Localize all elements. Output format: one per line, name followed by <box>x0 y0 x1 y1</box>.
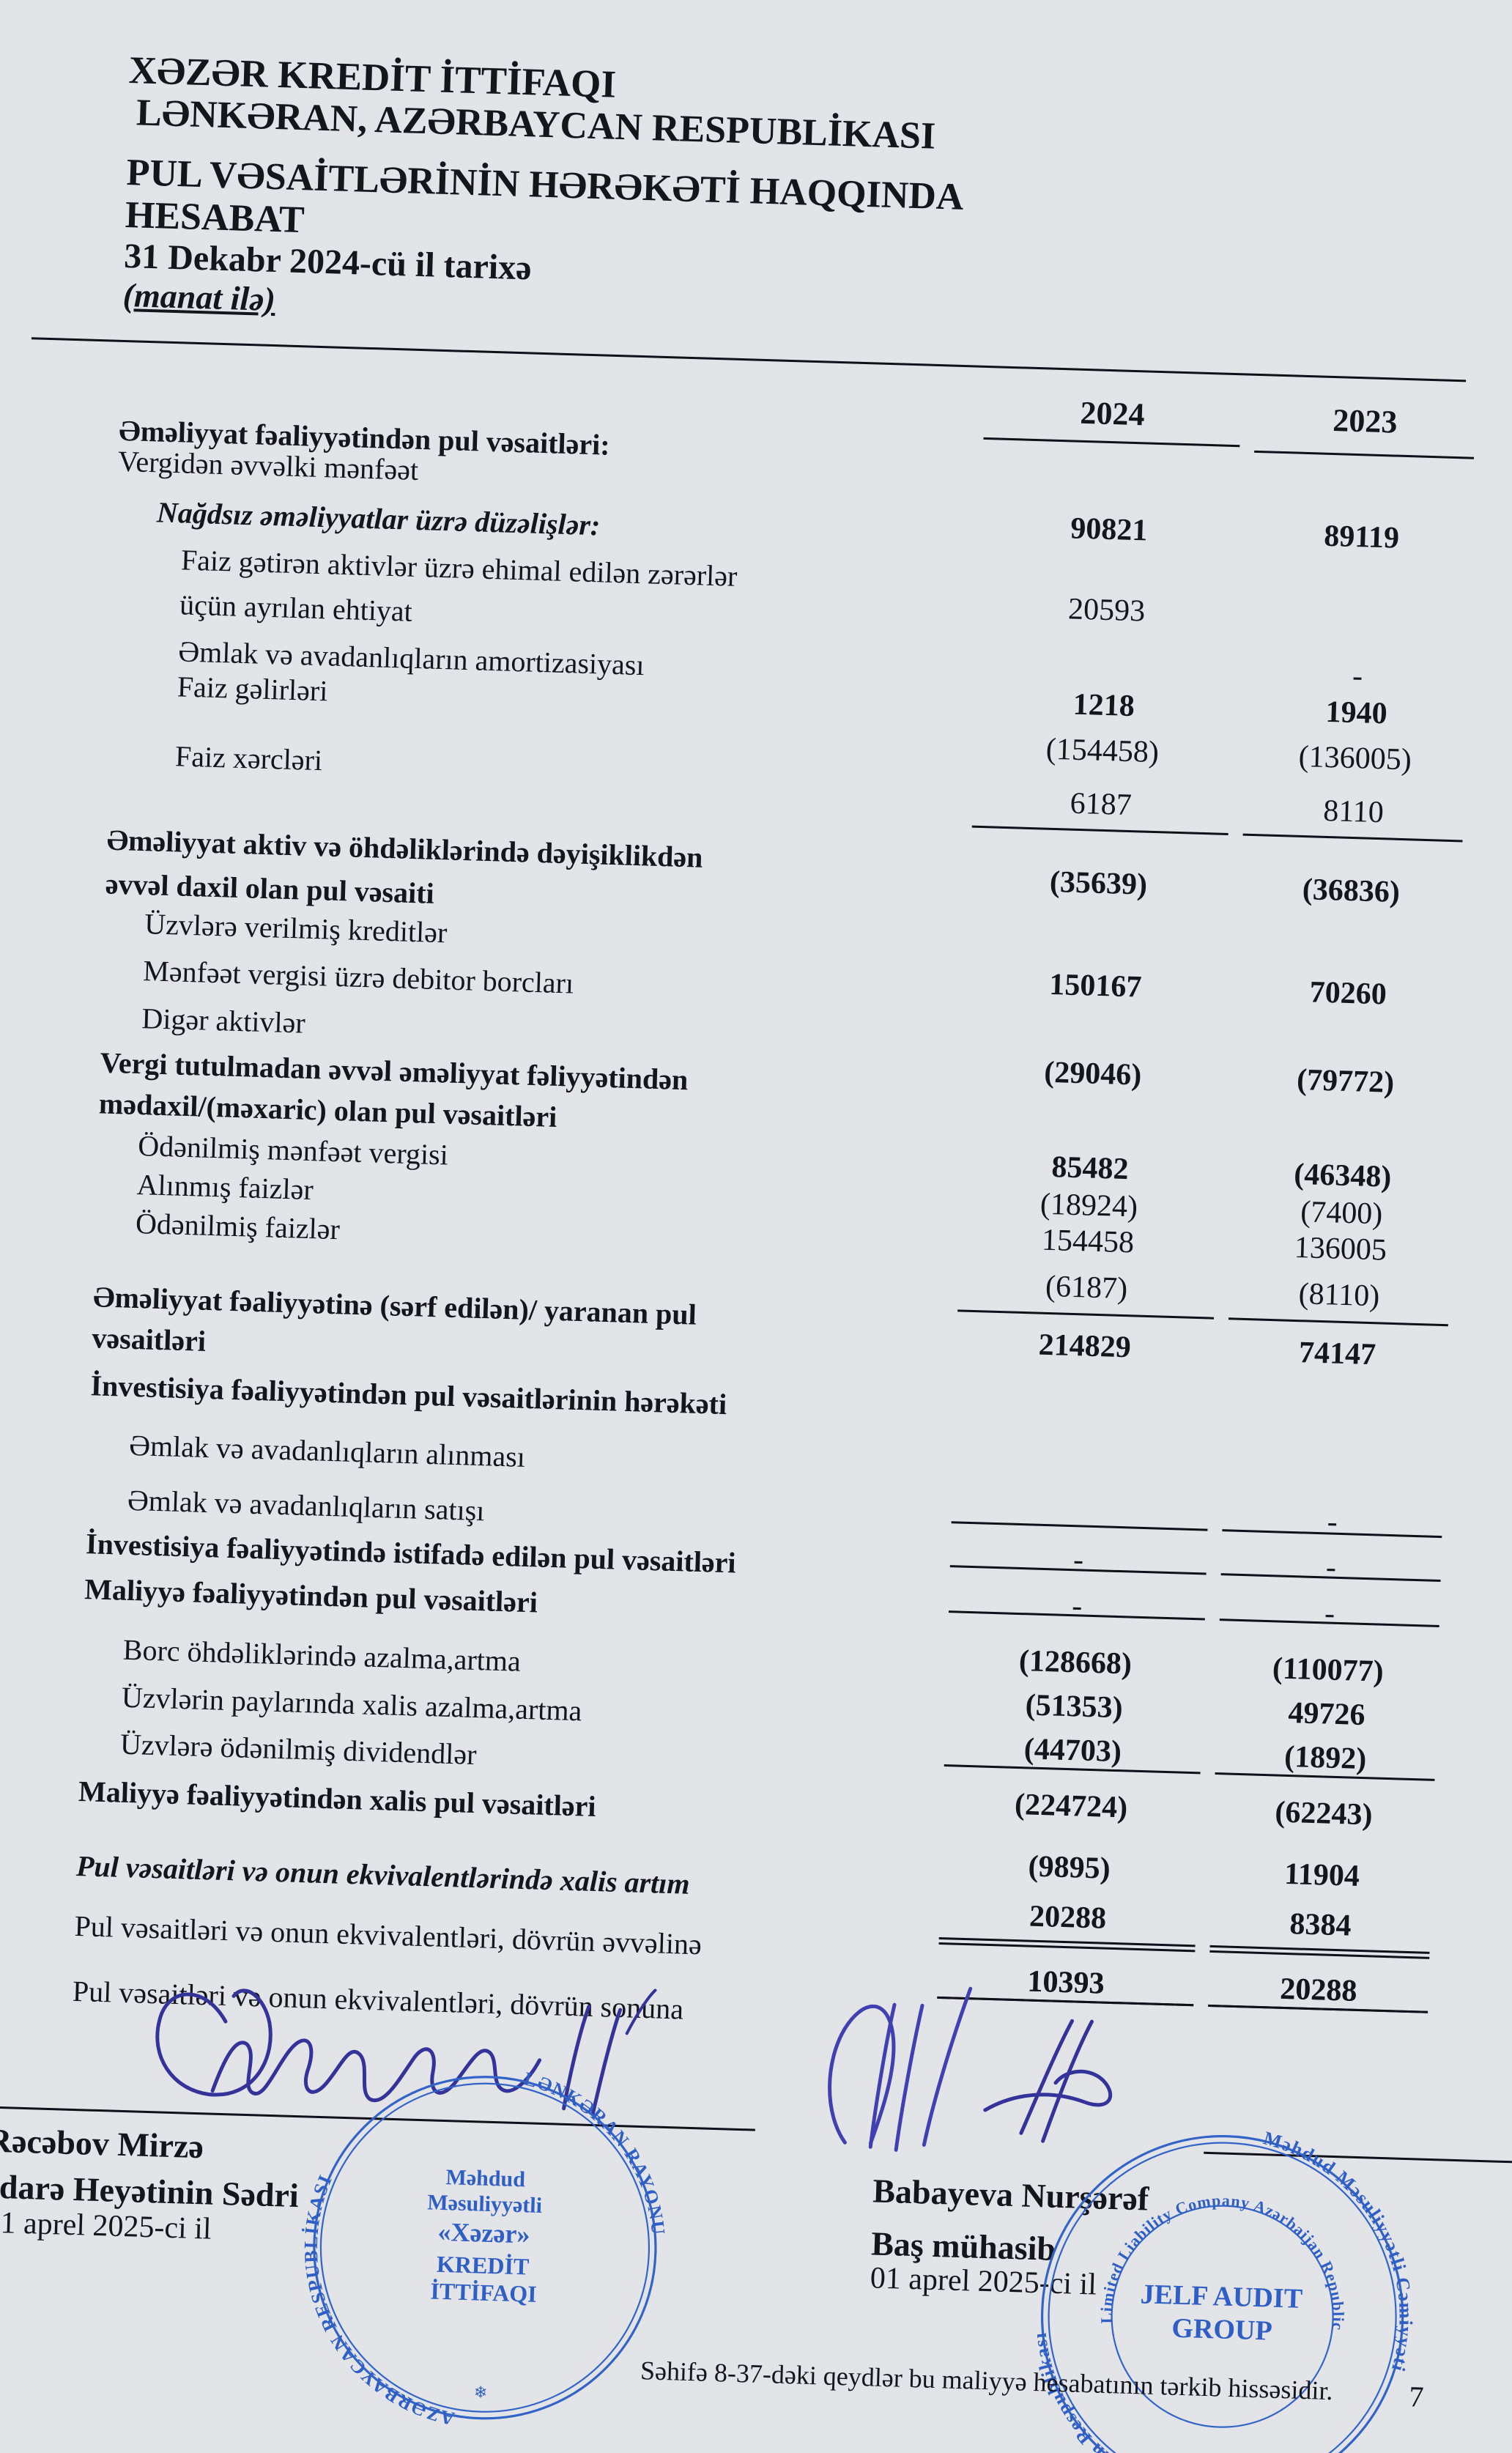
svg-text:Məhdud Məsuliyyətli «Xəzər» KR: Məhdud Məsuliyyətli «Xəzər» KREDİT İTTİF… <box>424 2164 546 2307</box>
svg-text:❄: ❄ <box>473 2383 487 2402</box>
svg-text:Məhdud Məsuliyyətli Cəmiyyəti: Məhdud Məsuliyyətli Cəmiyyəti <box>1255 2127 1423 2375</box>
svg-text:JELF AUDIT GROUP: JELF AUDIT GROUP <box>1139 2279 1306 2347</box>
